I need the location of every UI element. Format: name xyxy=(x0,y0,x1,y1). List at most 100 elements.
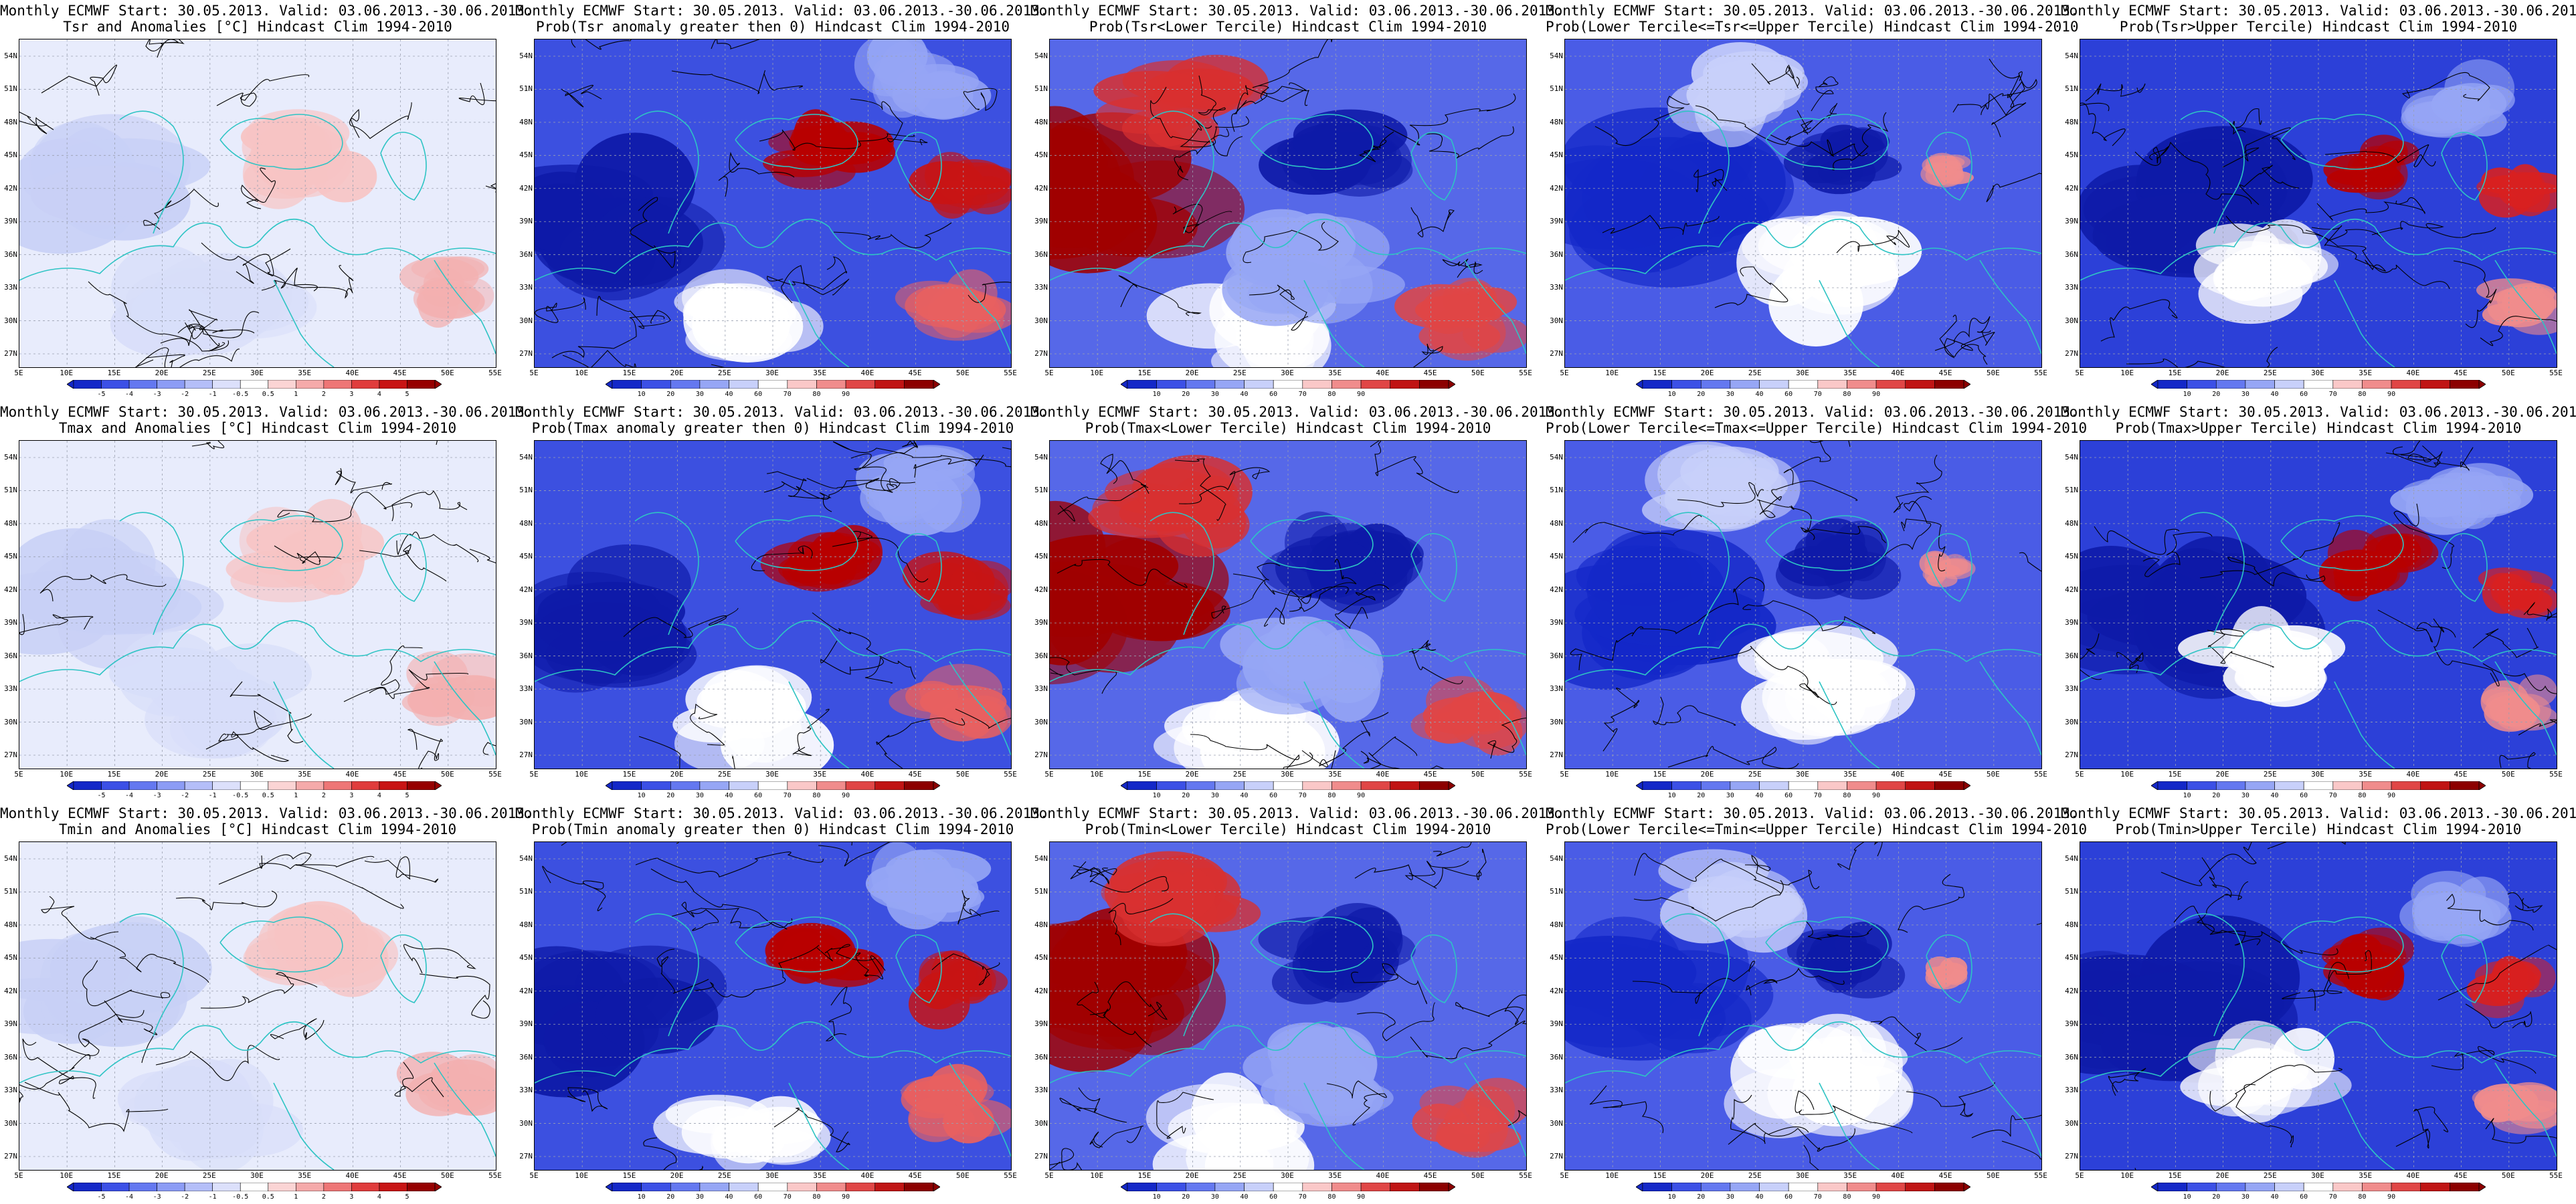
colorbar-swatch xyxy=(1244,380,1274,389)
lat-tick-label: 27N xyxy=(1034,1152,1048,1161)
colorbar-swatch xyxy=(729,380,759,389)
colorbar-swatch xyxy=(670,1183,701,1191)
colorbar-tick-label: 80 xyxy=(2358,1193,2367,1201)
lat-tick-label: 39N xyxy=(1550,217,1563,226)
lat-tick-label: 33N xyxy=(1550,684,1563,694)
lat-tick-label: 27N xyxy=(2065,1152,2078,1161)
colorbar-tick-label: 10 xyxy=(2183,1193,2191,1201)
lon-tick-label: 35E xyxy=(813,1171,827,1180)
lon-tick-label: 45E xyxy=(908,369,922,377)
lat-tick-label: 39N xyxy=(519,217,533,226)
colorbar-tick-label: 40 xyxy=(725,1193,733,1201)
colorbar-tick-label: 20 xyxy=(666,1193,675,1201)
colorbar-swatch xyxy=(904,1183,934,1191)
lat-tick-label: 33N xyxy=(519,1086,533,1095)
colorbar-tick-label: 10 xyxy=(637,391,646,398)
colorbar-tick-label: 90 xyxy=(842,1193,850,1201)
lon-tick-label: 5E xyxy=(529,1171,539,1180)
colorbar-tick-label: 0.5 xyxy=(262,1193,274,1201)
lon-tick-label: 55E xyxy=(1519,770,1532,779)
lat-tick-label: 51N xyxy=(1034,486,1048,495)
colorbar-swatch xyxy=(296,380,325,389)
colorbar-swatch xyxy=(699,1183,729,1191)
lon-tick-label: 10E xyxy=(1090,1171,1104,1180)
colorbar-tick-label: 90 xyxy=(1872,792,1881,799)
lat-tick-label: 42N xyxy=(4,986,17,995)
lon-tick-label: 15E xyxy=(107,1171,121,1180)
lon-tick-label: 45E xyxy=(2454,369,2468,377)
lon-tick-label: 20E xyxy=(2215,369,2229,377)
lon-tick-label: 40E xyxy=(2406,770,2420,779)
panel-title-line1: Monthly ECMWF Start: 30.05.2013. Valid: … xyxy=(2061,3,2576,19)
lon-tick-label: 50E xyxy=(2501,1171,2515,1180)
lon-tick-label: 35E xyxy=(1843,369,1857,377)
colorbar-tick-label: -1 xyxy=(208,391,217,398)
colorbar-swatch xyxy=(1331,781,1362,790)
colorbar-swatch xyxy=(1302,1183,1332,1191)
colorbar-swatch xyxy=(816,380,846,389)
lon-tick-label: 10E xyxy=(575,770,589,779)
colorbar-swatch xyxy=(128,380,157,389)
lon-tick-label: 5E xyxy=(1044,770,1054,779)
panel-title-line1: Monthly ECMWF Start: 30.05.2013. Valid: … xyxy=(2061,805,2576,821)
colorbar-tick-label: -0.5 xyxy=(232,391,249,398)
colorbar-tick-label: 30 xyxy=(1726,391,1734,398)
colorbar-swatch xyxy=(1730,380,1760,389)
colorbar-swatch xyxy=(1127,781,1157,790)
colorbar-tick-label: 80 xyxy=(1843,792,1851,799)
lat-tick-label: 51N xyxy=(4,887,17,896)
lat-tick-label: 30N xyxy=(4,717,17,726)
map-panel-tsr-5: Monthly ECMWF Start: 30.05.2013. Valid: … xyxy=(2061,0,2576,401)
lon-tick-label: 20E xyxy=(1700,369,1714,377)
lat-tick-label: 54N xyxy=(519,453,533,462)
lon-tick-label: 40E xyxy=(2406,369,2420,377)
lon-tick-label: 5E xyxy=(2075,1171,2084,1180)
colorbar-swatch xyxy=(699,380,729,389)
lat-tick-label: 33N xyxy=(4,684,17,694)
lon-tick-label: 35E xyxy=(813,369,827,377)
colorbar-swatch xyxy=(757,781,788,790)
lat-tick-label: 30N xyxy=(4,316,17,325)
colorbar xyxy=(1636,380,1970,389)
lon-tick-label: 5E xyxy=(1044,369,1054,377)
lon-tick-label: 10E xyxy=(2120,1171,2134,1180)
colorbar-swatch xyxy=(379,781,407,790)
lat-tick-label: 48N xyxy=(4,920,17,929)
colorbar-swatch xyxy=(729,781,759,790)
lat-tick-label: 27N xyxy=(519,750,533,759)
colorbar xyxy=(2151,781,2486,790)
colorbar-tick-label: 70 xyxy=(1298,1193,1307,1201)
colorbar-tick-label: 60 xyxy=(2300,1193,2308,1201)
lat-tick-label: 42N xyxy=(2065,585,2078,594)
lat-tick-label: 36N xyxy=(519,1052,533,1062)
lat-tick-label: 51N xyxy=(1034,887,1048,896)
lat-tick-label: 51N xyxy=(2065,486,2078,495)
lon-tick-label: 25E xyxy=(1232,1171,1247,1180)
lat-tick-label: 51N xyxy=(4,84,17,94)
colorbar-swatch xyxy=(1730,1183,1760,1191)
colorbar-swatch xyxy=(1360,380,1391,389)
lat-tick-label: 48N xyxy=(2065,518,2078,528)
colorbar-swatch xyxy=(240,1183,269,1191)
lon-tick-label: 20E xyxy=(1700,1171,1714,1180)
lat-tick-label: 42N xyxy=(1034,986,1048,995)
lon-tick-label: 35E xyxy=(298,770,312,779)
lon-tick-label: 35E xyxy=(2359,1171,2373,1180)
lon-tick-label: 30E xyxy=(1796,1171,1809,1180)
lon-tick-label: 10E xyxy=(2120,770,2134,779)
lon-tick-label: 50E xyxy=(955,770,970,779)
colorbar-tick-label: 40 xyxy=(2270,1193,2279,1201)
colorbar xyxy=(1121,781,1455,790)
colorbar-swatch xyxy=(845,380,876,389)
panel-title-line1: Monthly ECMWF Start: 30.05.2013. Valid: … xyxy=(515,3,1048,19)
colorbar-tick-label: 60 xyxy=(1784,1193,1793,1201)
lat-tick-label: 54N xyxy=(519,52,533,60)
lat-tick-label: 36N xyxy=(1550,249,1563,259)
lon-tick-label: 20E xyxy=(670,1171,684,1180)
colorbar-tick-label: 20 xyxy=(1697,792,1706,799)
colorbar-swatch xyxy=(1244,1183,1274,1191)
colorbar-swatch xyxy=(2362,781,2392,790)
lon-tick-label: 25E xyxy=(202,1171,216,1180)
colorbar-tick-label: 40 xyxy=(1755,391,1764,398)
colorbar-tick-label: -2 xyxy=(181,792,189,799)
